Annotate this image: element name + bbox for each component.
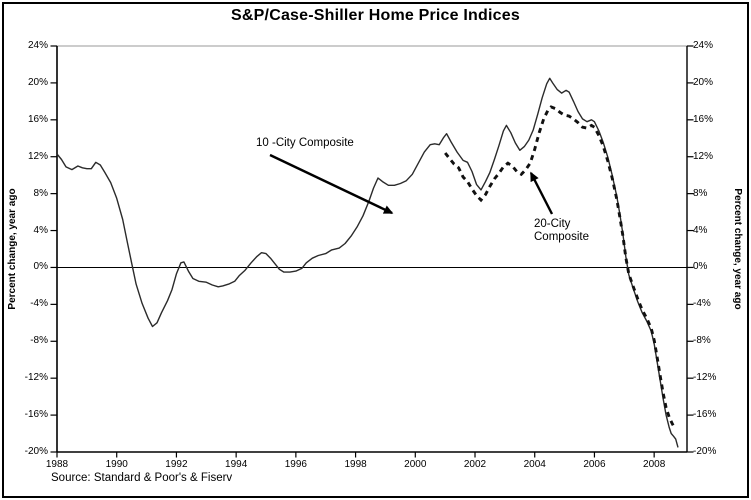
annotation-10-city-composite: 10 -City Composite — [256, 137, 354, 150]
y-axis-title-right: Percent change, year ago — [732, 188, 743, 310]
chart-title: S&P/Case-Shiller Home Price Indices — [231, 7, 520, 24]
annotation-20-city-line1: 20-City — [534, 218, 571, 230]
source-note: Source: Standard & Poor's & Fiserv — [51, 472, 233, 484]
annotation-20-city-line2: Composite — [534, 231, 589, 243]
annotation-10-city-label: 10 -City Composite — [256, 137, 354, 149]
annotation-20-city-composite: 20-City Composite — [534, 218, 589, 244]
y-axis-title-left: Percent change, year ago — [7, 188, 18, 310]
